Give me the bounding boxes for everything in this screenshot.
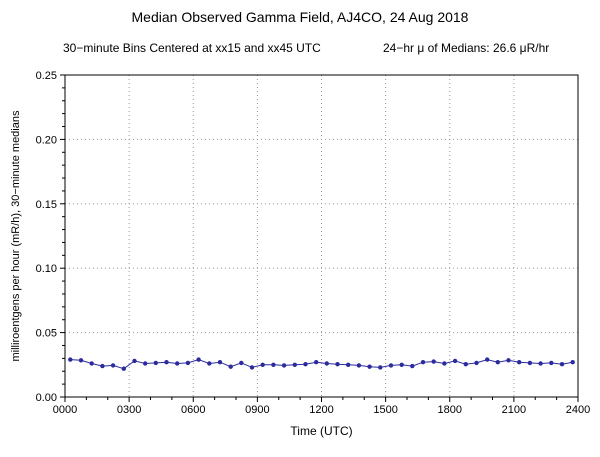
data-point	[196, 357, 201, 362]
data-point	[410, 363, 415, 369]
data-point	[185, 360, 191, 366]
chart-subtitle-bins: 30−minute Bins Centered at xx15 and xx45…	[63, 41, 321, 55]
y-tick-label: 0.05	[36, 328, 57, 340]
data-point	[420, 360, 426, 365]
data-point	[217, 360, 223, 365]
data-point	[485, 357, 490, 362]
data-point	[143, 361, 148, 366]
y-tick-label: 0.20	[36, 134, 57, 146]
data-point	[271, 362, 276, 367]
data-point	[228, 364, 233, 369]
x-tick-label: 0600	[181, 404, 205, 416]
data-point	[281, 363, 287, 368]
data-point	[78, 358, 84, 363]
data-point	[474, 360, 479, 366]
data-point	[110, 363, 116, 368]
data-point	[399, 362, 404, 367]
y-tick-label: 0.15	[36, 199, 57, 211]
data-point	[538, 361, 543, 366]
data-point	[549, 360, 554, 366]
data-point	[346, 362, 351, 367]
data-point	[121, 366, 127, 371]
data-point	[68, 357, 73, 362]
data-point	[175, 361, 180, 366]
x-tick-label: 1800	[438, 404, 462, 416]
x-tick-label: 2400	[566, 404, 590, 416]
data-point	[89, 361, 94, 366]
x-tick-label: 0900	[245, 404, 269, 416]
data-point	[153, 360, 158, 366]
y-tick-label: 0.10	[36, 263, 57, 275]
data-point	[335, 362, 340, 367]
x-tick-label: 1500	[373, 404, 397, 416]
x-tick-label: 0300	[117, 404, 141, 416]
data-point	[452, 358, 458, 364]
data-point	[367, 364, 372, 369]
chart-subtitle-mean: 24−hr μ of Medians: 26.6 μR/hr	[383, 41, 550, 55]
data-point	[239, 360, 244, 366]
x-tick-label: 1200	[309, 404, 333, 416]
data-point	[164, 360, 169, 365]
data-point	[260, 362, 265, 367]
data-point	[463, 362, 468, 367]
x-tick-label: 0000	[53, 404, 77, 416]
data-point	[559, 362, 565, 367]
data-point	[517, 360, 522, 365]
y-tick-label: 0.25	[36, 70, 57, 82]
data-point	[388, 363, 394, 368]
data-point	[324, 361, 329, 366]
data-point	[100, 363, 105, 369]
data-point	[442, 361, 447, 366]
data-point	[570, 360, 575, 365]
data-point	[527, 360, 533, 366]
data-point	[495, 360, 500, 365]
data-point	[356, 363, 362, 368]
chart-title: Median Observed Gamma Field, AJ4CO, 24 A…	[131, 9, 469, 25]
data-point	[292, 362, 297, 367]
data-point	[207, 361, 212, 366]
data-point	[303, 362, 308, 367]
data-point	[314, 360, 319, 365]
data-point	[249, 365, 255, 370]
data-point	[431, 359, 436, 364]
y-tick-label: 0.00	[36, 392, 57, 404]
x-axis-label: Time (UTC)	[290, 424, 353, 438]
data-point	[378, 365, 383, 370]
data-point	[132, 358, 137, 364]
data-point	[506, 358, 511, 363]
x-tick-label: 2100	[502, 404, 526, 416]
